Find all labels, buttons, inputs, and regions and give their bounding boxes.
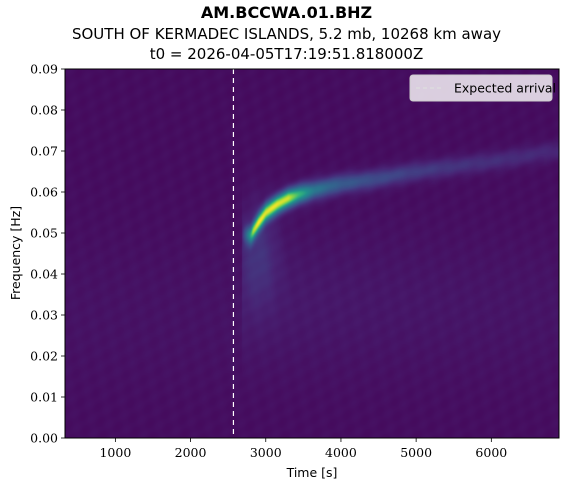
y-tick-label: 0.01 [30,390,58,405]
y-tick-label: 0.05 [30,226,58,241]
spectrogram-heatmap [65,69,559,438]
legend-box [409,74,553,102]
chart-title: AM.BCCWA.01.BHZ [200,3,373,22]
y-tick-label: 0.03 [30,308,58,323]
x-axis-label: Time [s] [286,465,338,480]
legend-entry-expected-arrival: Expected arrival [454,81,556,96]
x-tick-label: 1000 [99,445,131,460]
x-tick-label: 2000 [175,445,207,460]
x-tick-label: 3000 [250,445,282,460]
y-tick-label: 0.06 [30,185,58,200]
chart-subtitle-origin-time: t0 = 2026-04-05T17:19:51.818000Z [149,45,424,63]
y-tick-label: 0.08 [30,103,58,118]
x-tick-label: 5000 [400,445,432,460]
legend: Expected arrival [409,74,556,102]
y-tick-label: 0.02 [30,349,58,364]
y-tick-label: 0.09 [30,62,58,77]
y-tick-label: 0.04 [30,267,58,282]
y-tick-label: 0.00 [30,431,58,446]
x-tick-label: 6000 [475,445,507,460]
x-tick-label: 4000 [325,445,357,460]
y-tick-label: 0.07 [30,144,58,159]
y-axis: 0.00 0.01 0.02 0.03 0.04 0.05 0.06 0.07 0.08 0.09 [30,62,65,446]
chart-subtitle-event: SOUTH OF KERMADEC ISLANDS, 5.2 mb, 10268… [71,25,502,43]
y-axis-label: Frequency [Hz] [8,206,23,300]
x-axis: 1000 2000 3000 4000 5000 6000 [99,438,507,460]
plot-frame [64,68,560,439]
